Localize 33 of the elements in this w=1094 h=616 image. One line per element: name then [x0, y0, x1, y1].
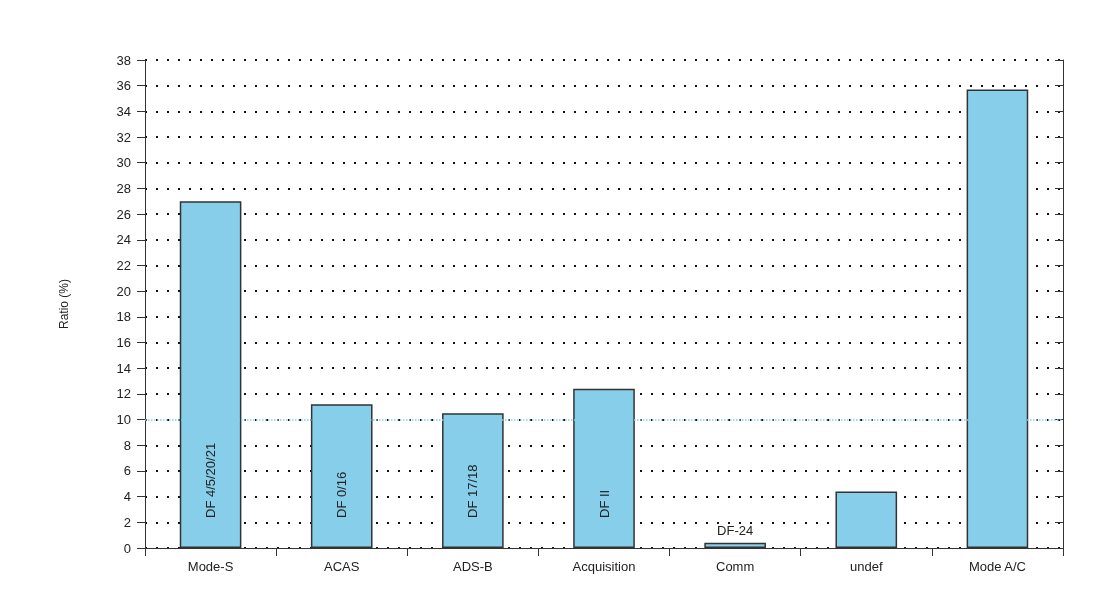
y-tick-label: 32	[116, 129, 131, 145]
y-tick-label: 20	[116, 283, 131, 299]
x-tick-label: Mode-S	[187, 559, 234, 574]
y-tick-label: 26	[116, 206, 131, 222]
y-tick-label: 34	[116, 103, 131, 119]
x-tick-label: Mode A/C	[968, 559, 1026, 574]
x-tick-label: ACAS	[324, 559, 360, 574]
data-label: DF 0/16	[334, 471, 350, 518]
y-tick-label: 18	[116, 309, 131, 325]
y-tick-label: 30	[116, 155, 131, 171]
y-axis-title: Ratio (%)	[57, 278, 71, 330]
y-tick-label: 10	[116, 412, 131, 428]
data-label: DF-24	[717, 522, 754, 538]
y-tick-label: 8	[123, 437, 131, 453]
y-tick-label: 14	[116, 360, 131, 376]
y-tick-label: 12	[116, 386, 131, 402]
x-tick-label: undef	[850, 559, 883, 574]
y-tick-label: 28	[116, 180, 131, 196]
y-tick-label: 4	[123, 489, 131, 505]
x-tick-label: Comm	[716, 559, 755, 574]
y-tick-label: 24	[116, 232, 131, 248]
x-tick-label: Acquisition	[572, 559, 636, 574]
y-tick-label: 38	[116, 52, 131, 68]
y-tick-label: 2	[123, 514, 131, 530]
data-label: DF 17/18	[465, 464, 481, 518]
y-tick-label: 36	[116, 78, 131, 94]
x-tick-label: ADS-B	[452, 559, 493, 574]
data-label: DF 4/5/20/21	[203, 442, 219, 518]
y-tick-label: 22	[116, 257, 131, 273]
data-label: DF II	[596, 489, 612, 518]
y-tick-label: 6	[123, 463, 131, 479]
y-tick-label: 16	[116, 335, 131, 351]
y-tick-label: 0	[123, 540, 131, 556]
